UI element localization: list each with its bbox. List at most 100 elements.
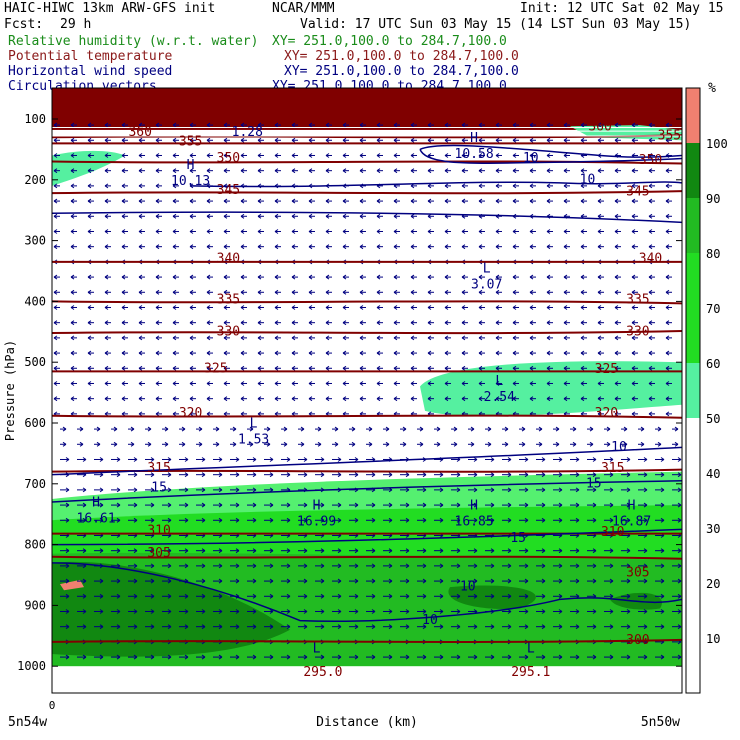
wind-vector-head xyxy=(609,472,614,478)
wind-vector-head xyxy=(648,229,653,234)
wind-vector-head xyxy=(631,365,636,371)
wind-vector-head xyxy=(507,593,512,599)
colorbar-tick-label: 70 xyxy=(706,302,720,316)
wind-vector-head xyxy=(206,350,211,356)
wind-vector-head xyxy=(371,563,376,569)
wind-vector-head xyxy=(580,365,585,371)
wind-vector-head xyxy=(359,213,364,219)
wind-vector-head xyxy=(206,122,211,128)
y-tick-label: 200 xyxy=(24,173,46,187)
wind-speed-contour xyxy=(52,480,682,503)
wind-vector-head xyxy=(660,548,665,554)
wind-vector-head xyxy=(631,396,636,402)
wind-vector-head xyxy=(308,168,313,174)
wind-vector-head xyxy=(359,289,364,295)
wind-vector-head xyxy=(240,335,245,341)
wind-vector-head xyxy=(133,593,138,599)
wind-vector-head xyxy=(597,274,602,280)
wind-vector-head xyxy=(99,487,104,493)
wind-vector-head xyxy=(138,198,143,204)
wind-vector-head xyxy=(291,229,296,234)
wind-vector-head xyxy=(376,244,381,250)
wind-vector-head xyxy=(597,350,602,356)
wind-vector-head xyxy=(393,289,398,295)
wind-vector-head xyxy=(215,426,220,432)
wind-vector-head xyxy=(470,441,475,447)
wind-vector-head xyxy=(269,624,274,630)
wind-vector-head xyxy=(70,305,75,310)
wind-vector-head xyxy=(461,289,466,295)
wind-vector-head xyxy=(512,137,517,143)
wind-vector-head xyxy=(53,274,58,280)
wind-vector-head xyxy=(626,609,631,614)
wind-vector-head xyxy=(660,578,665,584)
wind-vector-head xyxy=(291,350,296,356)
wind-vector-head xyxy=(614,137,619,143)
wind-vector-head xyxy=(563,305,568,310)
wind-vector-head xyxy=(444,289,449,295)
wind-vector-head xyxy=(473,517,478,523)
wind-vector-head xyxy=(257,320,262,326)
wind-vector-head xyxy=(201,654,206,660)
wind-vector-head xyxy=(563,168,568,174)
wind-vector-head xyxy=(580,289,585,295)
wind-vector-head xyxy=(427,229,432,234)
wind-vector-head xyxy=(388,624,393,630)
wind-vector-head xyxy=(546,229,551,234)
wind-vector-head xyxy=(614,244,619,250)
wind-vector-head xyxy=(269,548,274,554)
wind-vector-head xyxy=(138,335,143,341)
wind-vector-head xyxy=(70,289,75,295)
wind-vector-head xyxy=(580,122,585,128)
wind-vector-head xyxy=(538,426,543,432)
wind-vector-head xyxy=(218,517,223,523)
wind-vector-head xyxy=(677,517,682,523)
wind-vector-head xyxy=(138,122,143,128)
wind-vector-head xyxy=(325,305,330,310)
wind-vector-head xyxy=(317,426,322,432)
wind-vector-head xyxy=(473,472,478,478)
wind-vector-head xyxy=(427,396,432,402)
wind-vector-head xyxy=(167,502,172,508)
wind-vector-head xyxy=(303,517,308,523)
wind-vector-head xyxy=(150,609,155,614)
wind-vector-head xyxy=(376,365,381,371)
wind-vector-head xyxy=(257,198,262,204)
wind-vector-head xyxy=(643,624,648,630)
wind-vector-head xyxy=(478,153,483,158)
wind-vector-head xyxy=(53,122,58,128)
wind-vector-head xyxy=(286,517,291,523)
wind-vector-head xyxy=(138,305,143,310)
theta-contour xyxy=(52,414,682,419)
wind-vector-head xyxy=(150,457,155,462)
wind-vector-head xyxy=(597,381,602,386)
wind-vector-head xyxy=(155,244,160,250)
wind-vector-head xyxy=(626,548,631,554)
wind-vector-head xyxy=(218,654,223,660)
wind-vector-head xyxy=(320,578,325,584)
wind-vector-head xyxy=(504,426,509,432)
wind-vector-head xyxy=(172,183,177,189)
wind-vector-head xyxy=(524,457,529,462)
wind-vector-head xyxy=(393,274,398,280)
wind-vector-head xyxy=(529,229,534,234)
wind-vector-head xyxy=(495,335,500,341)
wind-vector-head xyxy=(461,137,466,143)
wind-vector-head xyxy=(189,350,194,356)
wind-vector-head xyxy=(371,593,376,599)
wind-vector-head xyxy=(223,381,228,386)
wind-vector-head xyxy=(342,137,347,143)
wind-vector-head xyxy=(478,365,483,371)
wind-vector-head xyxy=(257,350,262,356)
wind-vector-head xyxy=(456,548,461,554)
wind-vector-head xyxy=(422,578,427,584)
wind-vector-head xyxy=(235,502,240,508)
wind-vector-head xyxy=(53,305,58,310)
wind-vector-head xyxy=(478,244,483,250)
wind-vector-head xyxy=(444,137,449,143)
wind-vector-head xyxy=(257,289,262,295)
wind-vector-head xyxy=(104,274,109,280)
wind-vector-head xyxy=(456,609,461,614)
wind-vector-head xyxy=(172,137,177,143)
wind-vector-head xyxy=(70,396,75,402)
